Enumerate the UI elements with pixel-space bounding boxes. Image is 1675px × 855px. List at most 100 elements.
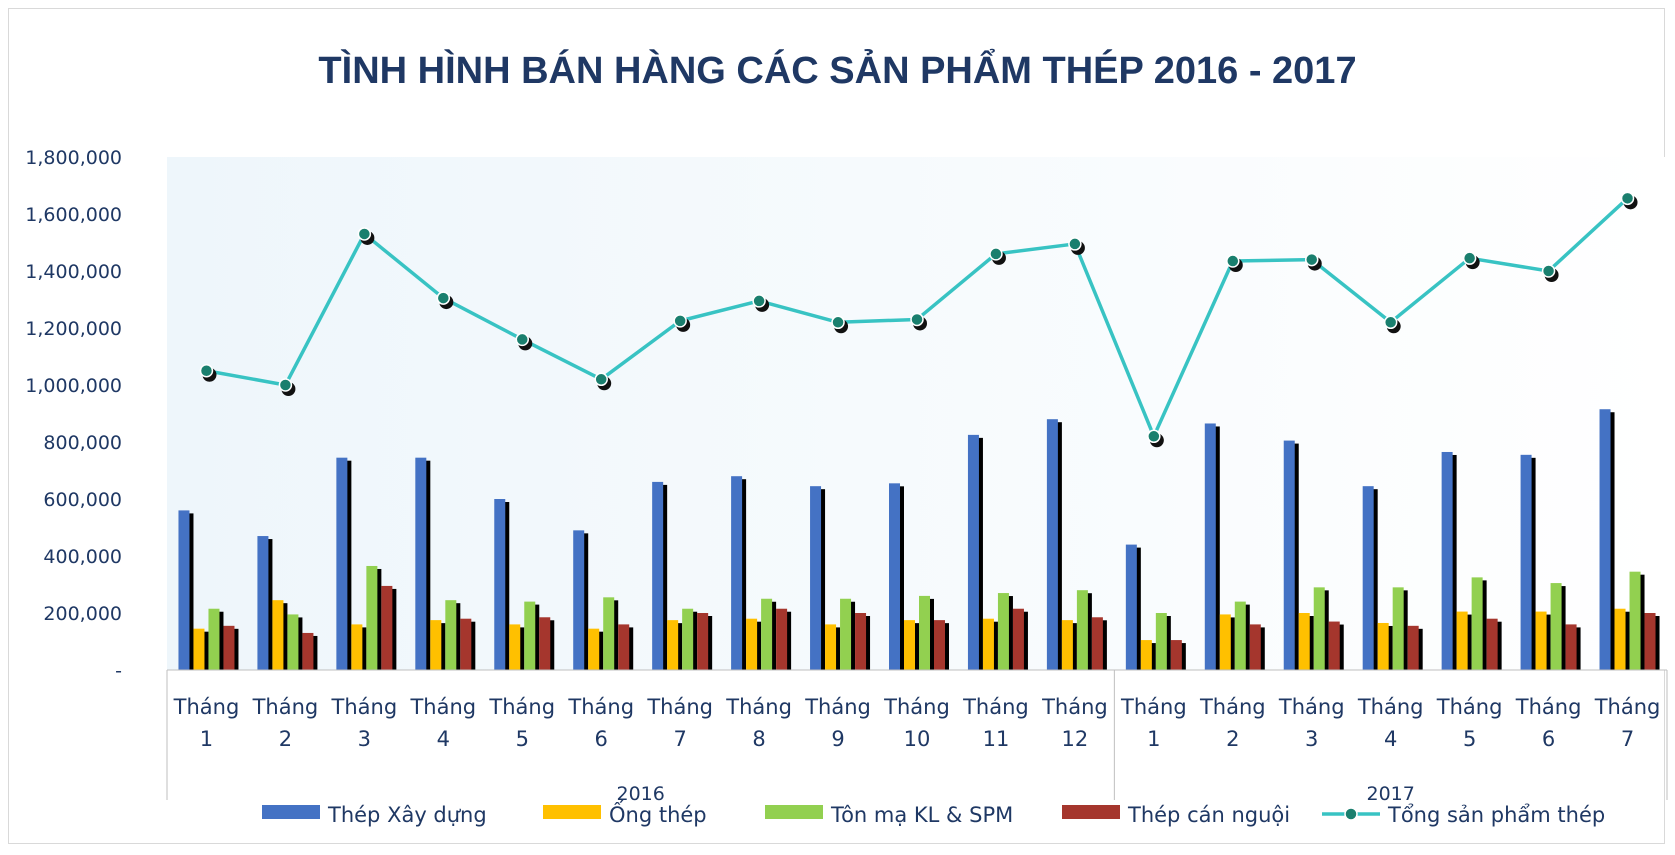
bar	[257, 536, 269, 670]
bar	[618, 624, 630, 670]
bar	[1644, 613, 1656, 670]
bar	[1091, 617, 1103, 670]
bar	[366, 565, 378, 670]
bar	[731, 476, 743, 670]
y-tick-label: 1,200,000	[25, 318, 122, 340]
bar	[697, 613, 709, 670]
bar	[1441, 451, 1453, 670]
y-tick-label: -	[115, 660, 122, 682]
bar	[539, 617, 551, 670]
bar	[1550, 583, 1562, 670]
bar	[1140, 640, 1152, 670]
bar	[667, 620, 679, 670]
bar	[509, 624, 521, 670]
line-layer	[199, 191, 1638, 448]
bar	[840, 598, 852, 670]
x-tick-label: 7	[673, 727, 686, 751]
legend-swatch	[1062, 805, 1120, 819]
legend-swatch	[765, 805, 823, 819]
x-tick-label: 9	[831, 727, 844, 751]
bar	[1012, 608, 1024, 670]
bar	[1535, 611, 1547, 670]
bar	[810, 486, 822, 670]
bar	[825, 624, 837, 670]
x-tick-label: Tháng	[1357, 695, 1424, 719]
point	[1068, 237, 1082, 251]
y-tick-label: 600,000	[43, 489, 122, 511]
bar	[588, 628, 600, 670]
y-tick-label: 1,000,000	[25, 375, 122, 397]
point	[1226, 254, 1240, 268]
x-axis: Tháng 1 Tháng 2 Tháng 3 Tháng 4 Tháng 5 Tháng 6 Thán…	[166, 669, 1668, 805]
point	[1541, 264, 1556, 278]
bar	[1155, 613, 1167, 670]
x-tick-label: Tháng	[252, 695, 319, 719]
bar	[1362, 486, 1374, 670]
bar	[351, 624, 363, 670]
bar	[1298, 613, 1310, 670]
bar	[997, 593, 1009, 670]
x-tick-label: 6	[595, 727, 608, 751]
x-tick-label: Tháng	[409, 695, 476, 719]
y-tick-label: 1,600,000	[25, 204, 122, 226]
point	[515, 332, 530, 347]
point	[673, 314, 687, 328]
y-axis: - 200,000 400,000 600,000 800,000 1,000,000 1,…	[25, 147, 122, 682]
x-tick-label: Tháng	[1436, 695, 1503, 719]
bar	[302, 632, 314, 670]
x-tick-label: Tháng	[331, 695, 398, 719]
bar	[1328, 621, 1340, 670]
point	[594, 372, 608, 387]
legend: Thép Xây dựng Ống thép Tôn mạ KL & SPM Thép…	[262, 799, 1605, 827]
bar	[746, 618, 758, 670]
bar	[1565, 624, 1577, 670]
chart-title: TÌNH HÌNH BÁN HÀNG CÁC SẢN PHẨM THÉP 201…	[318, 50, 1357, 92]
y-tick-label: 1,400,000	[25, 261, 122, 283]
y-tick-label: 1,800,000	[25, 147, 122, 169]
bar	[1456, 611, 1468, 670]
bar	[919, 595, 930, 670]
bar	[982, 618, 994, 670]
bar	[1313, 587, 1325, 670]
bar	[761, 598, 773, 670]
bar	[1204, 423, 1216, 670]
bar	[1046, 419, 1058, 670]
bar	[904, 620, 915, 670]
x-tick-label: 2	[1226, 727, 1239, 751]
x-tick-label: 7	[1621, 727, 1634, 751]
legend-marker	[1344, 807, 1358, 821]
bar	[1486, 618, 1498, 670]
bar	[223, 625, 235, 670]
bar	[1599, 409, 1611, 670]
bar	[415, 457, 427, 670]
legend-label: Tổng sản phẩm thép	[1387, 803, 1605, 827]
point	[910, 312, 924, 327]
bar	[652, 481, 664, 670]
bar	[1377, 622, 1389, 670]
point	[357, 227, 372, 241]
point	[436, 291, 451, 305]
point	[1383, 315, 1398, 330]
x-tick-label: Tháng	[1594, 695, 1661, 719]
x-tick-label: Tháng	[1278, 695, 1345, 719]
x-tick-label: Tháng	[1515, 695, 1582, 719]
point	[278, 378, 293, 392]
bar	[603, 597, 615, 670]
x-tick-label: Tháng	[488, 695, 555, 719]
point	[989, 247, 1003, 261]
legend-label: Ống thép	[609, 799, 707, 827]
x-tick-label: Tháng	[804, 695, 871, 719]
bar	[272, 600, 284, 670]
bar	[1125, 544, 1137, 670]
legend-label: Tôn mạ KL & SPM	[830, 803, 1013, 827]
x-tick-label: Tháng	[883, 695, 950, 719]
bar	[1614, 608, 1626, 670]
x-tick-label: 4	[1384, 727, 1397, 751]
bar	[855, 613, 867, 670]
bar	[208, 608, 220, 670]
group-label: 2016	[617, 783, 665, 805]
bar	[934, 620, 945, 670]
x-tick-label: Tháng	[1120, 695, 1187, 719]
bar	[1283, 440, 1295, 670]
bar	[1407, 625, 1419, 670]
